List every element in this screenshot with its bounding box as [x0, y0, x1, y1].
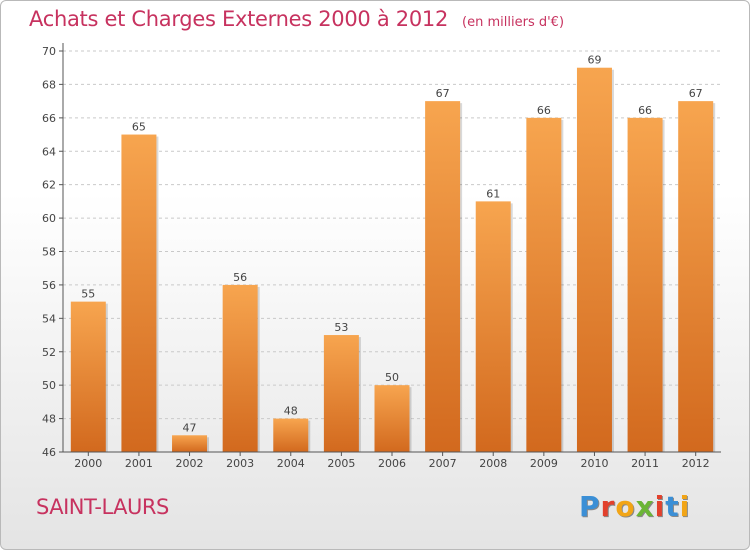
y-tick-label: 52 — [42, 346, 56, 359]
x-tick-label: 2005 — [327, 457, 355, 470]
bar — [425, 101, 461, 452]
logo-letter: i — [654, 490, 666, 523]
logo-letter: x — [635, 490, 655, 523]
x-tick-label: 2011 — [631, 457, 659, 470]
y-tick-label: 66 — [42, 112, 56, 125]
y-tick-label: 68 — [42, 78, 56, 91]
chart-title: Achats et Charges Externes 2000 à 2012 (e… — [29, 7, 564, 31]
logo-letter: P — [579, 490, 601, 523]
bar-value-label: 67 — [436, 87, 450, 100]
bar — [576, 67, 612, 452]
bar — [374, 385, 410, 452]
x-tick-label: 2010 — [580, 457, 608, 470]
bar-value-label: 53 — [334, 321, 348, 334]
title-text: Achats et Charges Externes 2000 à 2012 — [29, 7, 449, 31]
bar — [70, 301, 106, 452]
y-tick-label: 56 — [42, 279, 56, 292]
x-tick-label: 2004 — [277, 457, 305, 470]
x-tick-label: 2008 — [479, 457, 507, 470]
bar-value-label: 67 — [689, 87, 703, 100]
bar-value-label: 61 — [486, 187, 500, 200]
x-tick-label: 2009 — [530, 457, 558, 470]
commune-name: SAINT-LAURS — [36, 495, 169, 519]
logo-letter: t — [665, 490, 680, 523]
y-tick-label: 60 — [42, 212, 56, 225]
logo-letter: i — [679, 490, 691, 523]
x-tick-label: 2003 — [226, 457, 254, 470]
y-tick-label: 50 — [42, 379, 56, 392]
bar — [627, 117, 663, 452]
bar — [323, 335, 359, 452]
bar — [172, 435, 208, 452]
x-tick-label: 2006 — [378, 457, 406, 470]
logo-letter: r — [600, 490, 616, 523]
y-tick-label: 64 — [42, 145, 56, 158]
x-tick-label: 2002 — [176, 457, 204, 470]
logo-letter: o — [615, 490, 636, 523]
bar-value-label: 47 — [183, 421, 197, 434]
proxiti-logo[interactable]: Proxiti — [579, 490, 690, 523]
bar — [475, 201, 511, 452]
bar — [273, 418, 309, 452]
bar-value-label: 50 — [385, 371, 399, 384]
bar — [121, 134, 157, 452]
bar — [222, 284, 258, 452]
bar-value-label: 66 — [638, 104, 652, 117]
y-tick-label: 48 — [42, 413, 56, 426]
y-tick-label: 46 — [42, 446, 56, 459]
bar-value-label: 69 — [587, 54, 601, 67]
bar-value-label: 56 — [233, 271, 247, 284]
y-tick-label: 58 — [42, 246, 56, 259]
y-tick-label: 70 — [42, 45, 56, 58]
bar — [526, 117, 562, 452]
y-tick-label: 62 — [42, 179, 56, 192]
bar-value-label: 66 — [537, 104, 551, 117]
axis-layer: 46 48 50 52 54 56 58 60 62 64 66 68 70 2000 2001 2002 20… — [42, 43, 721, 470]
x-tick-label: 2007 — [429, 457, 457, 470]
bar-layer: 55 65 47 56 48 53 50 67 61 66 69 66 67 — [70, 54, 716, 452]
grid-layer — [63, 50, 721, 420]
x-tick-label: 2000 — [74, 457, 102, 470]
x-tick-label: 2012 — [682, 457, 710, 470]
y-tick-label: 54 — [42, 312, 56, 325]
unit-label: (en milliers d'€) — [462, 15, 565, 30]
bar — [678, 101, 714, 452]
x-tick-label: 2001 — [125, 457, 153, 470]
bar-value-label: 48 — [284, 405, 298, 418]
bar-value-label: 55 — [81, 288, 95, 301]
bar-value-label: 65 — [132, 121, 146, 134]
